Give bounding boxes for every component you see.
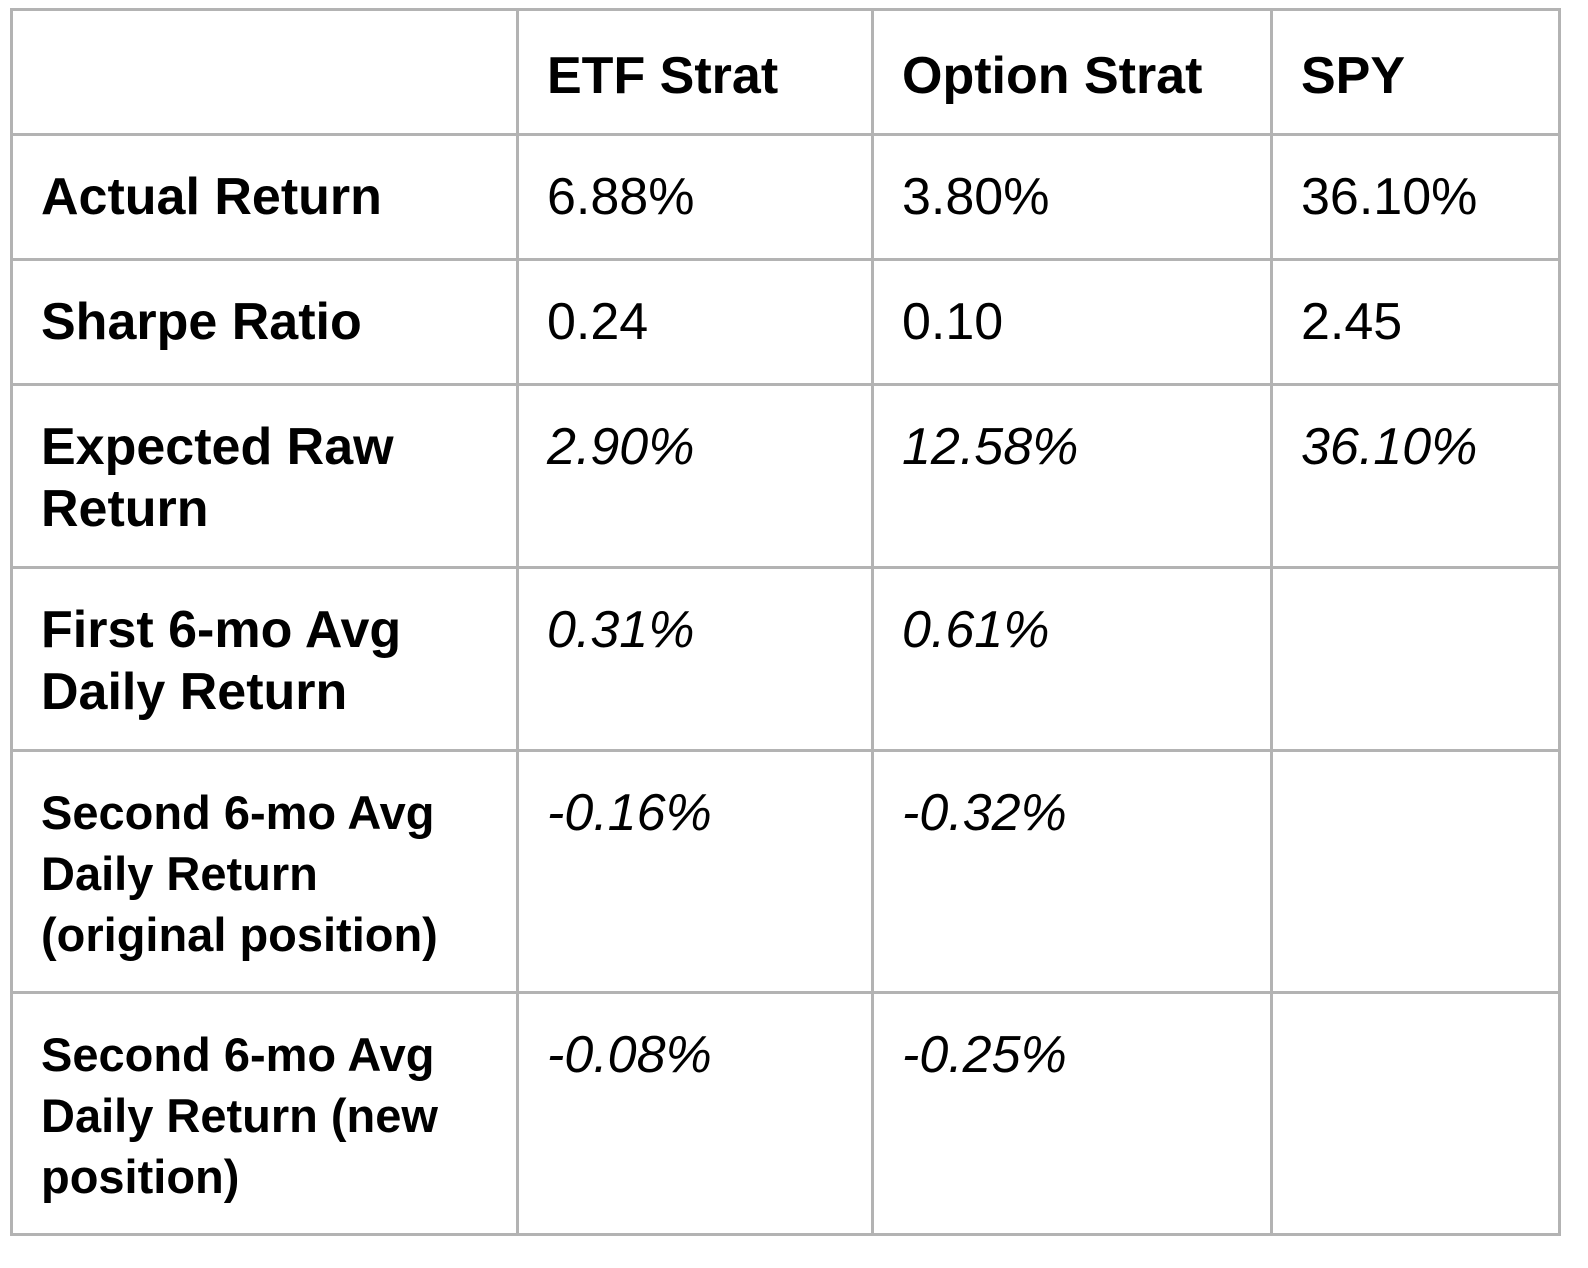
header-cell-empty <box>10 8 519 136</box>
cell-etf-strat: 2.90% <box>516 383 874 569</box>
table-row-second-6mo-original: Second 6-mo Avg Daily Return (original p… <box>10 749 1561 994</box>
row-label: Sharpe Ratio <box>10 258 519 386</box>
table-row-first-6mo: First 6-mo Avg Daily Return 0.31% 0.61% <box>10 566 1561 752</box>
row-label: First 6-mo Avg Daily Return <box>10 566 519 752</box>
results-table: ETF Strat Option Strat SPY Actual Return… <box>10 8 1561 1236</box>
row-label: Second 6-mo Avg Daily Return (original p… <box>10 749 519 994</box>
cell-option-strat: 3.80% <box>871 133 1273 261</box>
cell-spy <box>1270 749 1561 994</box>
table-row-actual-return: Actual Return 6.88% 3.80% 36.10% <box>10 133 1561 261</box>
cell-spy: 36.10% <box>1270 383 1561 569</box>
results-table-container: ETF Strat Option Strat SPY Actual Return… <box>10 8 1561 1236</box>
cell-spy: 36.10% <box>1270 133 1561 261</box>
cell-etf-strat: 0.31% <box>516 566 874 752</box>
cell-etf-strat: 6.88% <box>516 133 874 261</box>
cell-spy: 2.45 <box>1270 258 1561 386</box>
cell-spy <box>1270 991 1561 1236</box>
cell-option-strat: 0.61% <box>871 566 1273 752</box>
cell-option-strat: 12.58% <box>871 383 1273 569</box>
table-row-sharpe-ratio: Sharpe Ratio 0.24 0.10 2.45 <box>10 258 1561 386</box>
cell-option-strat: -0.25% <box>871 991 1273 1236</box>
row-label: Expected Raw Return <box>10 383 519 569</box>
cell-etf-strat: -0.16% <box>516 749 874 994</box>
cell-etf-strat: -0.08% <box>516 991 874 1236</box>
cell-spy <box>1270 566 1561 752</box>
cell-etf-strat: 0.24 <box>516 258 874 386</box>
table-row-second-6mo-new: Second 6-mo Avg Daily Return (new positi… <box>10 991 1561 1236</box>
row-label: Actual Return <box>10 133 519 261</box>
table-row-expected-raw-return: Expected Raw Return 2.90% 12.58% 36.10% <box>10 383 1561 569</box>
cell-option-strat: 0.10 <box>871 258 1273 386</box>
header-cell-etf-strat: ETF Strat <box>516 8 874 136</box>
row-label: Second 6-mo Avg Daily Return (new positi… <box>10 991 519 1236</box>
cell-option-strat: -0.32% <box>871 749 1273 994</box>
header-cell-spy: SPY <box>1270 8 1561 136</box>
header-row: ETF Strat Option Strat SPY <box>10 8 1561 136</box>
header-cell-option-strat: Option Strat <box>871 8 1273 136</box>
